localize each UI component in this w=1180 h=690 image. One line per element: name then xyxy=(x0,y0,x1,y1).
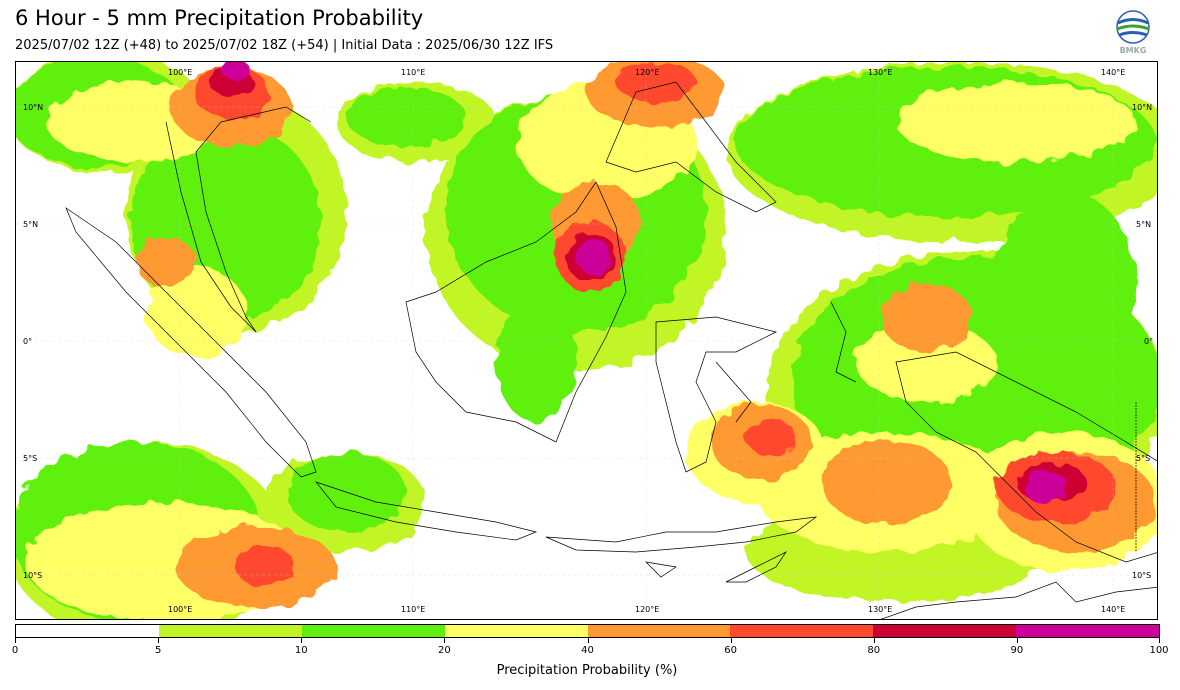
lat-label-right-5n: 5°N xyxy=(1136,220,1152,229)
colorbar-tick-label: 5 xyxy=(154,645,162,656)
colorbar-tick-label: 80 xyxy=(867,645,881,656)
lat-label-right-0: 0° xyxy=(1144,337,1154,346)
colorbar-tick xyxy=(1016,638,1018,643)
colorbar-segment xyxy=(16,625,159,637)
lon-label-bottom-120e: 120°E xyxy=(635,605,660,614)
graticule xyxy=(16,62,1157,619)
colorbar-segment xyxy=(158,625,302,637)
colorbar-tick xyxy=(873,638,875,643)
colorbar-tick-label: 20 xyxy=(438,645,451,656)
colorbar-tick xyxy=(1159,638,1160,643)
precipitation-map: 100°E 110°E 120°E 130°E 140°E 100°E 110°… xyxy=(15,61,1158,620)
lat-label-right-10n: 10°N xyxy=(1132,103,1153,112)
coastlines xyxy=(65,81,1157,619)
colorbar-segment xyxy=(587,625,731,637)
colorbar-tick-label: 100 xyxy=(1149,645,1169,656)
colorbar-segment xyxy=(1016,625,1159,637)
lat-label-left-10n: 10°N xyxy=(23,103,44,112)
colorbar-tick xyxy=(301,638,303,643)
lat-label-left-5s: 5°S xyxy=(23,454,38,463)
colorbar-tick xyxy=(158,638,160,643)
colorbar-segment xyxy=(301,625,445,637)
map-subtitle: 2025/07/02 12Z (+48) to 2025/07/02 18Z (… xyxy=(15,38,554,53)
colorbar-tick xyxy=(444,638,446,643)
logo-text: BMKG xyxy=(1120,46,1147,55)
colorbar-tick-label: 40 xyxy=(581,645,594,656)
colorbar-tick-label: 10 xyxy=(294,645,308,656)
lon-label-top-140e: 140°E xyxy=(1101,68,1126,77)
colorbar-tick-label: 90 xyxy=(1010,645,1024,656)
lat-label-left-0: 0° xyxy=(23,337,33,346)
map-title: 6 Hour - 5 mm Precipitation Probability xyxy=(15,6,424,30)
colorbar-segment xyxy=(730,625,874,637)
colorbar-segment xyxy=(444,625,588,637)
lat-label-left-10s: 10°S xyxy=(23,571,43,580)
colorbar-label: Precipitation Probability (%) xyxy=(496,663,678,678)
colorbar-tick-label: 60 xyxy=(724,645,737,656)
lon-label-top-110e: 110°E xyxy=(401,68,426,77)
colorbar-tick xyxy=(730,638,732,643)
colorbar-tick xyxy=(15,638,16,643)
lon-label-top-130e: 130°E xyxy=(868,68,893,77)
lon-label-top-120e: 120°E xyxy=(635,68,660,77)
colorbar xyxy=(15,624,1160,638)
lat-label-right-10s: 10°S xyxy=(1132,571,1152,580)
lon-label-bottom-130e: 130°E xyxy=(868,605,893,614)
lon-label-bottom-140e: 140°E xyxy=(1101,605,1126,614)
lat-label-left-5n: 5°N xyxy=(23,220,39,229)
colorbar-tick-label: 0 xyxy=(11,645,19,656)
lon-label-bottom-110e: 110°E xyxy=(401,605,426,614)
bmkg-logo-icon: BMKG xyxy=(1116,10,1150,55)
lat-label-right-5s: 5°S xyxy=(1136,454,1151,463)
lon-label-top-100e: 100°E xyxy=(168,68,193,77)
colorbar-tick xyxy=(587,638,589,643)
colorbar-segment xyxy=(873,625,1017,637)
map-canvas xyxy=(16,62,1157,619)
lon-label-bottom-100e: 100°E xyxy=(168,605,193,614)
